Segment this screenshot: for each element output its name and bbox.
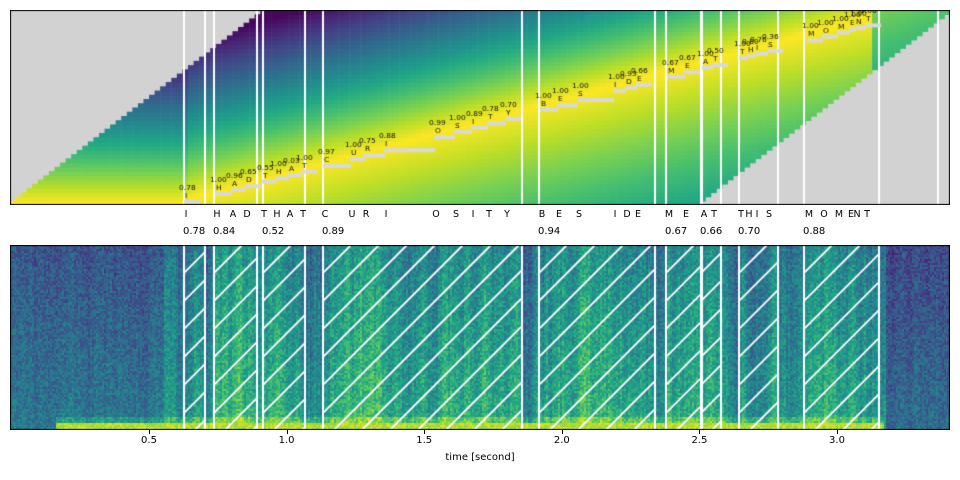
alignment-char-label: B (538, 209, 546, 220)
alignment-char-label: I (613, 209, 617, 220)
x-tick-label: 2.0 (553, 435, 570, 446)
word-score-label: 0.84 (213, 226, 236, 237)
alignment-char-label: M (834, 209, 844, 220)
alignment-char-label: O (432, 209, 440, 220)
trellis-canvas (10, 10, 950, 205)
word-score-label: 0.66 (700, 226, 723, 237)
trellis-panel (10, 10, 950, 205)
alignment-char-label: E (555, 209, 562, 220)
alignment-char-label: T (486, 209, 492, 220)
alignment-char-label: I (184, 209, 188, 220)
alignment-char-label: S (575, 209, 583, 220)
x-tick-label: 0.5 (141, 435, 157, 446)
spectrogram-panel (10, 245, 950, 430)
alignment-char-label: N (853, 209, 861, 220)
alignment-char-label: D (623, 209, 631, 220)
alignment-char-label: H (273, 209, 281, 220)
word-score-label: 0.88 (803, 226, 826, 237)
alignment-char-label: H (745, 209, 753, 220)
alignment-char-label: D (243, 209, 251, 220)
alignment-char-label: A (229, 209, 237, 220)
alignment-char-label: U (348, 209, 356, 220)
alignment-char-label: A (286, 209, 294, 220)
alignment-char-label: T (738, 209, 744, 220)
x-tick-mark (699, 430, 701, 434)
x-tick-mark (561, 430, 563, 434)
x-tick-label: 3.0 (829, 435, 845, 446)
alignment-char-label: M (804, 209, 814, 220)
x-tick-label: 1.0 (278, 435, 295, 446)
word-score-label: 0.52 (262, 226, 285, 237)
x-tick-label: 2.5 (691, 435, 708, 446)
transcript-strip: I H A D T H A T C U R I O S I T Y B E S I D E M E A T T H I S M O M E N T 0.7… (0, 206, 960, 245)
alignment-char-label: T (261, 209, 267, 220)
x-tick-mark (149, 430, 150, 434)
alignment-char-label: O (820, 209, 828, 220)
alignment-char-label: A (700, 209, 708, 220)
alignment-char-label: T (300, 209, 306, 220)
word-score-label: 0.89 (322, 226, 345, 237)
alignment-char-label: Y (504, 209, 510, 220)
spectrogram-canvas (10, 245, 950, 430)
alignment-char-label: I (384, 209, 388, 220)
word-score-label: 0.67 (665, 226, 688, 237)
alignment-char-label: R (362, 209, 370, 220)
word-score-label: 0.78 (183, 226, 206, 237)
alignment-char-label: T (864, 209, 870, 220)
x-tick-mark (837, 430, 838, 434)
alignment-char-label: I (755, 209, 759, 220)
alignment-char-label: T (711, 209, 717, 220)
alignment-char-label: E (634, 209, 641, 220)
alignment-char-label: E (847, 209, 854, 220)
alignment-char-label: H (213, 209, 221, 220)
alignment-char-label: E (682, 209, 689, 220)
word-score-label: 0.70 (738, 226, 761, 237)
x-tick-mark (424, 430, 426, 434)
alignment-char-label: I (471, 209, 475, 220)
alignment-char-label: M (664, 209, 674, 220)
x-tick-mark (286, 430, 288, 434)
time-axis-label: time [second] (445, 452, 515, 463)
alignment-char-label: S (452, 209, 460, 220)
word-score-label: 0.94 (538, 226, 561, 237)
alignment-char-label: S (765, 209, 773, 220)
x-tick-label: 1.5 (416, 435, 433, 446)
time-axis: 0.5 1.0 1.5 2.0 2.5 3.0 (0, 430, 960, 452)
alignment-char-label: C (321, 209, 329, 220)
